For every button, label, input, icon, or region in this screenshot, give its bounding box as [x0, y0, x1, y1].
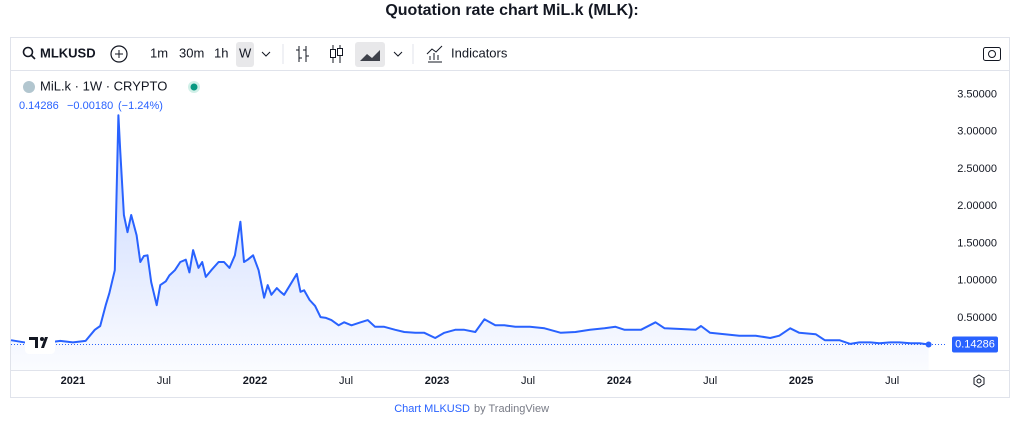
legend-price: 0.14286 [19, 100, 59, 112]
candles-style[interactable] [337, 48, 343, 56]
y-tick-label: 3.00000 [957, 126, 997, 138]
legend-change: −0.00180 [67, 100, 113, 112]
price-label-bg [952, 336, 998, 353]
x-tick-label: 2023 [425, 375, 449, 387]
symbol-logo [23, 81, 35, 93]
last-point [925, 341, 932, 348]
indicators-button[interactable]: Indicators [451, 45, 508, 60]
compare-button[interactable] [110, 45, 128, 63]
market-status [190, 83, 198, 91]
symbol: MLKUSD [40, 45, 96, 60]
interval-button[interactable]: 1h [214, 45, 228, 60]
y-tick-label: 1.00000 [957, 275, 997, 287]
x-tick-label: 2024 [607, 375, 632, 387]
style-dropdown[interactable] [393, 51, 403, 57]
symbol-search[interactable]: MLKUSD [22, 45, 96, 60]
y-tick-label: 2.00000 [957, 200, 997, 212]
x-tick-label: Jul [157, 375, 171, 387]
screenshot-button[interactable] [983, 47, 1001, 61]
legend-change-pct: (−1.24%) [118, 100, 163, 112]
x-tick-label: 2025 [789, 375, 813, 387]
interval-button[interactable]: W [239, 45, 252, 60]
interval-button[interactable]: 30m [179, 45, 204, 60]
x-tick-label: 2022 [243, 375, 267, 387]
interval-dropdown[interactable] [261, 51, 271, 57]
y-tick-label: 1.50000 [957, 237, 997, 249]
widget-frame [10, 37, 1010, 398]
interval-button[interactable]: 1m [150, 45, 168, 60]
page-title: Quotation rate chart MiL.k (MLK): [385, 2, 638, 19]
x-tick-label: 2021 [61, 375, 85, 387]
axis-settings[interactable] [973, 374, 985, 388]
bars-style[interactable] [296, 46, 309, 62]
area [11, 115, 929, 370]
x-tick-label: Jul [703, 375, 717, 387]
price-line [10, 114, 929, 346]
active-interval-bg [236, 42, 254, 67]
price-label: 0.14286 [955, 338, 995, 350]
legend-name: MiL.k · 1W · CRYPTO [40, 78, 167, 93]
indicators-icon [426, 45, 443, 63]
y-tick-label: 0.50000 [957, 312, 997, 324]
footer-link[interactable]: Chart MLKUSD [394, 403, 470, 415]
y-tick-label: 2.50000 [957, 163, 997, 175]
area-style-bg [355, 42, 385, 67]
tradingview-logo[interactable] [25, 330, 55, 354]
candles-style[interactable] [330, 49, 336, 58]
x-tick-label: Jul [339, 375, 353, 387]
area-style[interactable] [360, 50, 380, 61]
footer-by: by TradingView [474, 403, 549, 415]
x-tick-label: Jul [885, 375, 899, 387]
y-tick-label: 3.50000 [957, 88, 997, 100]
x-tick-label: Jul [521, 375, 535, 387]
